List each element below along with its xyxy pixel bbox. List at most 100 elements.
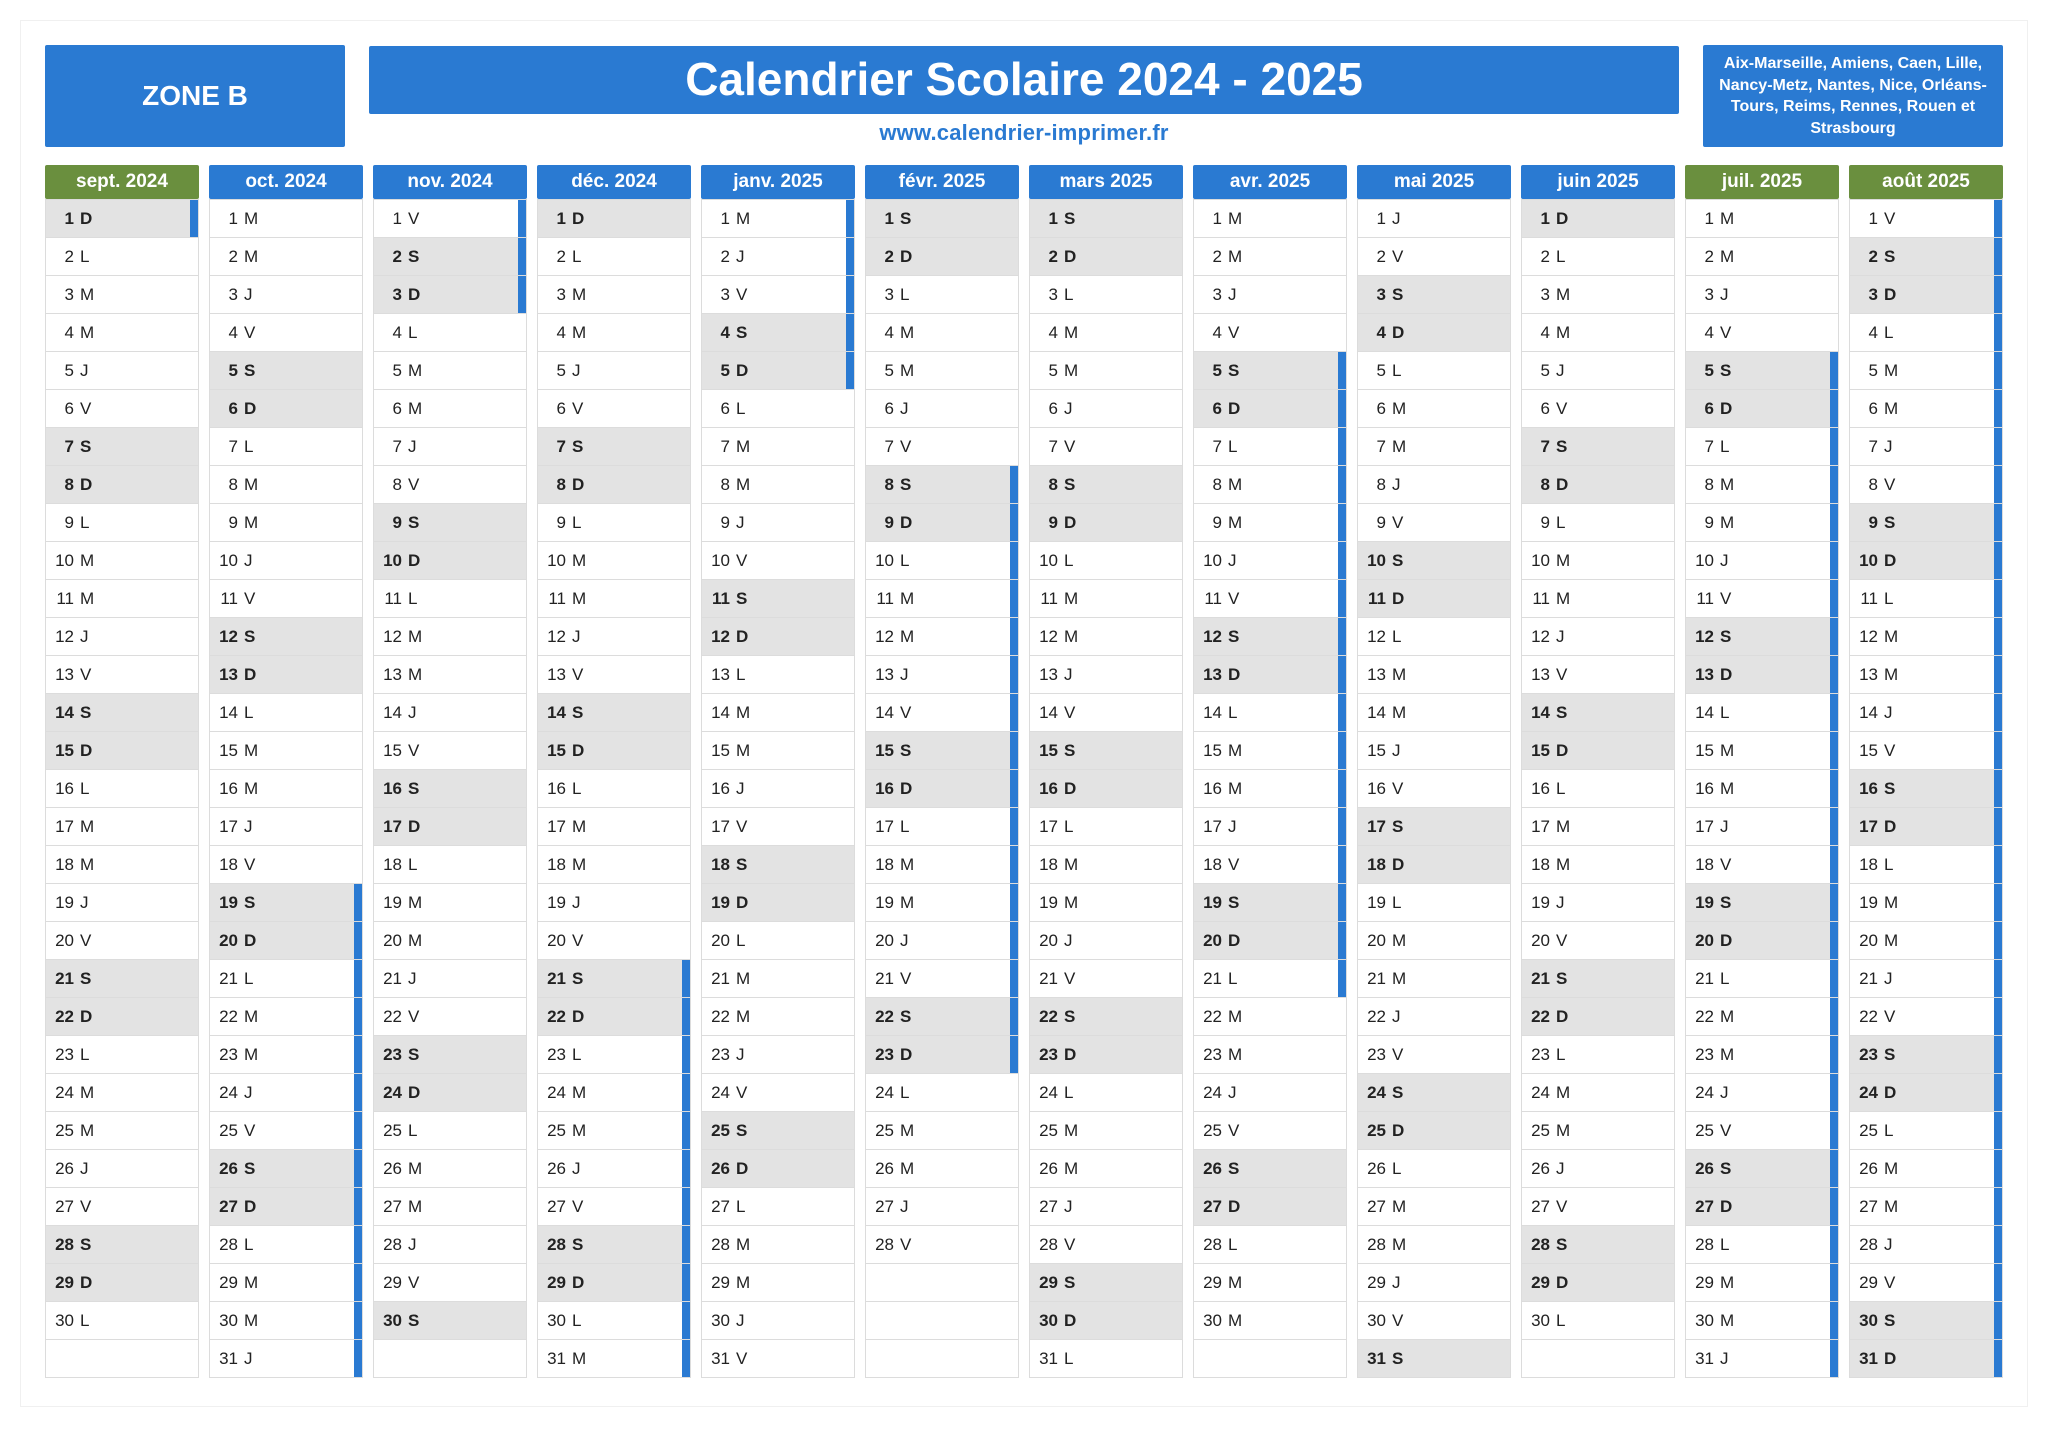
holiday-marker	[354, 390, 362, 427]
day-cell: 24D	[374, 1073, 526, 1111]
holiday-marker	[190, 504, 198, 541]
day-of-week: M	[900, 361, 924, 381]
day-number: 15	[1850, 741, 1884, 761]
holiday-marker	[1830, 238, 1838, 275]
day-cell: 15M	[702, 731, 854, 769]
day-of-week: D	[1720, 399, 1744, 419]
day-of-week: J	[572, 1159, 596, 1179]
day-cell: 19S	[1194, 883, 1346, 921]
day-of-week: V	[1884, 1273, 1908, 1293]
day-number: 21	[374, 969, 408, 989]
day-cell: 20L	[702, 921, 854, 959]
day-number: 3	[210, 285, 244, 305]
day-number: 28	[866, 1235, 900, 1255]
day-of-week: D	[408, 1083, 432, 1103]
day-number: 20	[1358, 931, 1392, 951]
day-cell: 25V	[1194, 1111, 1346, 1149]
holiday-marker	[1010, 656, 1018, 693]
day-number: 25	[210, 1121, 244, 1141]
holiday-marker	[190, 1302, 198, 1339]
day-number: 27	[1850, 1197, 1884, 1217]
day-cell: 13V	[1522, 655, 1674, 693]
day-number: 5	[1194, 361, 1228, 381]
month-days: 1M2M3J4V5S6D7L8M9M10J11V12S13D14L15M16M1…	[209, 199, 363, 1378]
day-number: 19	[1358, 893, 1392, 913]
holiday-marker	[682, 238, 690, 275]
day-of-week: J	[1720, 1083, 1744, 1103]
holiday-marker	[354, 314, 362, 351]
holiday-marker	[1994, 200, 2002, 237]
day-cell: 19M	[1030, 883, 1182, 921]
day-cell: 25M	[46, 1111, 198, 1149]
holiday-marker	[682, 428, 690, 465]
day-cell: 5S	[1194, 351, 1346, 389]
holiday-marker	[682, 1340, 690, 1377]
holiday-marker	[190, 960, 198, 997]
day-of-week: V	[408, 1273, 432, 1293]
day-cell: 13D	[210, 655, 362, 693]
day-of-week: J	[572, 361, 596, 381]
holiday-marker	[190, 390, 198, 427]
day-cell: 7L	[210, 427, 362, 465]
holiday-marker	[1338, 352, 1346, 389]
month-header: mars 2025	[1029, 165, 1183, 199]
holiday-marker	[190, 694, 198, 731]
day-number: 8	[1686, 475, 1720, 495]
holiday-marker	[682, 732, 690, 769]
holiday-marker	[518, 504, 526, 541]
holiday-marker	[190, 998, 198, 1035]
day-of-week: M	[1884, 931, 1908, 951]
day-cell: 3M	[538, 275, 690, 313]
day-number: 11	[1686, 589, 1720, 609]
day-cell: 18L	[374, 845, 526, 883]
day-number: 31	[538, 1349, 572, 1369]
day-of-week: M	[736, 209, 760, 229]
holiday-marker	[518, 998, 526, 1035]
page-title: Calendrier Scolaire 2024 - 2025	[369, 46, 1679, 114]
day-number: 9	[1686, 513, 1720, 533]
day-cell: 5M	[1850, 351, 2002, 389]
day-of-week: D	[572, 1007, 596, 1027]
day-of-week: M	[1392, 1235, 1416, 1255]
day-number: 23	[538, 1045, 572, 1065]
day-of-week: V	[900, 703, 924, 723]
day-cell: 13J	[1030, 655, 1182, 693]
day-number: 6	[1194, 399, 1228, 419]
day-of-week: L	[1720, 969, 1744, 989]
holiday-marker	[682, 656, 690, 693]
month-days: 1D2L3M4M5J6V7S8D9L10M11M12J13V14S15D16L1…	[45, 199, 199, 1378]
day-of-week: J	[1228, 285, 1252, 305]
day-of-week: J	[244, 817, 268, 837]
day-of-week: J	[408, 437, 432, 457]
holiday-marker	[1174, 960, 1182, 997]
day-cell: 10M	[46, 541, 198, 579]
day-cell: 24J	[1686, 1073, 1838, 1111]
day-number: 26	[538, 1159, 572, 1179]
day-cell: 7J	[1850, 427, 2002, 465]
day-number: 28	[1358, 1235, 1392, 1255]
day-of-week: M	[736, 1235, 760, 1255]
day-cell: 25V	[1686, 1111, 1838, 1149]
day-cell: 18M	[538, 845, 690, 883]
day-number: 18	[1030, 855, 1064, 875]
holiday-marker	[1666, 1150, 1674, 1187]
day-cell: 6L	[702, 389, 854, 427]
day-of-week: M	[1884, 361, 1908, 381]
day-of-week: M	[1228, 1273, 1252, 1293]
day-cell: 7S	[46, 427, 198, 465]
day-number: 1	[1850, 209, 1884, 229]
day-cell: 2D	[1030, 237, 1182, 275]
holiday-marker	[1010, 1112, 1018, 1149]
day-of-week: J	[1064, 665, 1088, 685]
day-of-week: D	[80, 1273, 104, 1293]
day-cell: 25M	[538, 1111, 690, 1149]
day-number: 7	[374, 437, 408, 457]
day-of-week: L	[1392, 1159, 1416, 1179]
holiday-marker	[1994, 998, 2002, 1035]
day-cell: 16S	[1850, 769, 2002, 807]
day-of-week: V	[900, 437, 924, 457]
day-number: 8	[1522, 475, 1556, 495]
day-number: 18	[374, 855, 408, 875]
day-cell: 2L	[46, 237, 198, 275]
day-number: 29	[538, 1273, 572, 1293]
